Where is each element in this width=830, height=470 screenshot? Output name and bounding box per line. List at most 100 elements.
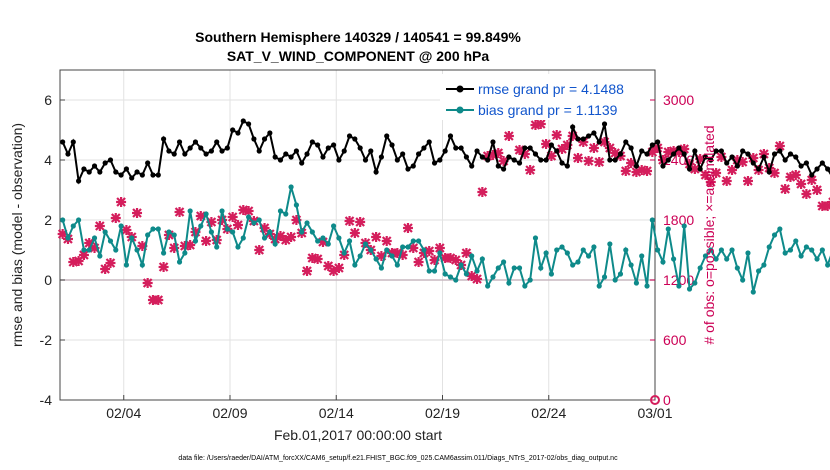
data-point <box>134 247 140 253</box>
data-point <box>612 277 618 283</box>
obs-marker <box>801 189 812 199</box>
data-point <box>686 166 693 172</box>
data-point <box>554 247 560 253</box>
obs-marker <box>153 295 164 305</box>
data-point <box>734 265 740 271</box>
chart-title-line2: SAT_V_WIND_COMPONENT @ 200 hPa <box>227 48 490 64</box>
data-point <box>724 160 730 166</box>
data-point <box>453 145 459 151</box>
data-point <box>745 250 751 256</box>
obs-marker <box>780 184 791 194</box>
data-point <box>617 271 624 277</box>
data-point <box>113 247 119 253</box>
obs-marker <box>201 236 212 246</box>
data-point <box>479 256 485 262</box>
data-point <box>670 151 677 157</box>
data-point <box>527 145 533 151</box>
data-point <box>676 283 682 289</box>
data-point <box>70 223 76 229</box>
data-point <box>86 169 92 175</box>
data-point <box>256 148 262 154</box>
data-point <box>415 151 422 157</box>
obs-marker <box>413 257 424 267</box>
data-point <box>272 241 278 247</box>
data-point <box>304 220 310 226</box>
obs-marker <box>796 179 807 189</box>
obs-marker <box>381 236 392 246</box>
data-point <box>745 151 751 157</box>
data-point <box>230 127 236 133</box>
data-point <box>527 277 533 283</box>
data-point <box>729 154 735 160</box>
obs-marker <box>333 263 344 273</box>
data-point <box>288 184 294 190</box>
data-point <box>113 169 119 175</box>
data-point <box>548 271 555 277</box>
data-point <box>814 256 820 262</box>
data-point <box>330 223 337 229</box>
data-point <box>607 241 613 247</box>
data-point <box>655 247 661 253</box>
data-point <box>155 226 161 232</box>
data-point <box>718 247 725 253</box>
data-point <box>309 229 315 235</box>
data-point <box>426 268 432 274</box>
data-point <box>570 262 576 268</box>
data-point <box>543 157 549 163</box>
data-point <box>107 238 114 244</box>
data-point <box>761 262 767 268</box>
data-point <box>761 154 767 160</box>
obs-marker <box>461 248 472 258</box>
data-point <box>516 160 523 166</box>
data-point <box>203 151 209 157</box>
obs-marker <box>137 241 148 251</box>
data-point <box>330 142 337 148</box>
data-point <box>325 241 331 247</box>
data-point <box>458 145 464 151</box>
obs-marker <box>349 228 360 238</box>
data-point <box>208 229 215 235</box>
legend-box <box>440 74 650 120</box>
data-point <box>139 262 145 268</box>
data-point <box>798 253 804 259</box>
rmse-series <box>60 118 830 185</box>
data-point <box>389 253 395 259</box>
data-point <box>187 145 193 151</box>
data-point <box>176 259 183 265</box>
data-point <box>277 208 284 214</box>
data-point <box>352 262 358 268</box>
data-point <box>357 253 363 259</box>
data-point <box>256 217 262 223</box>
data-point <box>315 142 321 148</box>
data-point <box>65 151 71 157</box>
data-point <box>235 130 241 136</box>
data-point <box>384 133 390 139</box>
obs-marker <box>402 223 413 233</box>
data-point <box>245 214 252 220</box>
data-point <box>320 154 326 160</box>
data-point <box>299 229 305 235</box>
data-point <box>171 232 177 238</box>
data-point <box>145 160 151 166</box>
data-point <box>368 247 374 253</box>
data-point <box>251 220 257 226</box>
data-point <box>649 217 655 223</box>
obs-zero-marker <box>650 395 660 405</box>
data-point <box>490 274 496 280</box>
data-point <box>463 154 470 160</box>
y-axis-label: rmse and bias (model - observation) <box>9 123 25 347</box>
data-point <box>75 217 82 223</box>
data-point <box>628 145 634 151</box>
data-point <box>267 130 273 136</box>
data-point <box>431 268 438 274</box>
data-point <box>596 283 602 289</box>
obs-marker <box>121 225 132 235</box>
data-point <box>782 250 788 256</box>
data-point <box>320 235 326 241</box>
data-point <box>617 151 624 157</box>
obs-marker <box>525 165 536 175</box>
data-point <box>81 166 87 172</box>
data-point <box>261 136 268 142</box>
data-point <box>70 139 76 145</box>
data-point <box>134 169 140 175</box>
